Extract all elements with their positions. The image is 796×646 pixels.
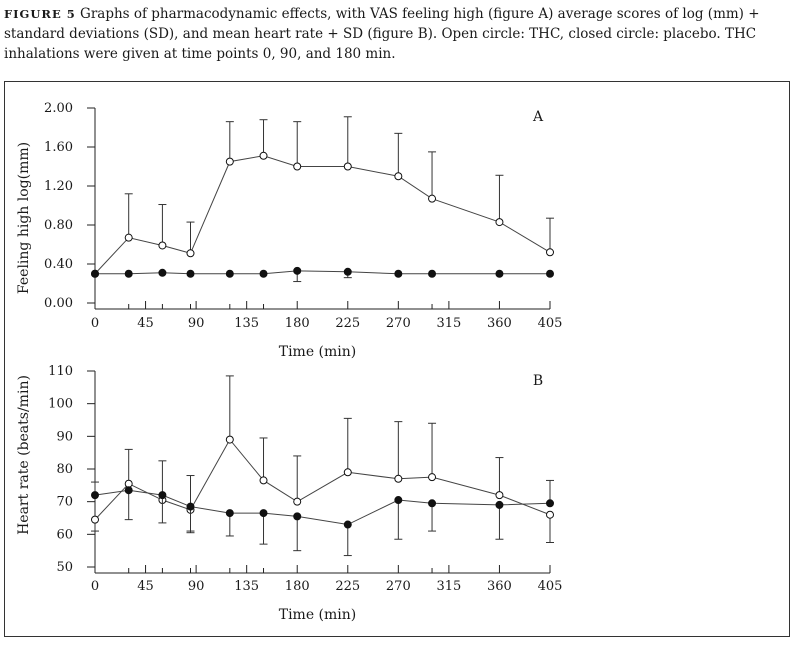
x-tick-label: 0 [91,579,99,594]
thc-point [259,476,268,485]
thc-point [343,162,352,171]
y-tick-label: 80 [56,462,73,477]
placebo-point [428,269,437,278]
placebo-point [91,269,99,278]
x-tick-label: 360 [487,579,512,594]
thc-point [124,233,133,242]
placebo-point [495,500,504,509]
y-axis-title: Heart rate (beats/min) [16,375,32,535]
y-tick-label: 2.00 [44,101,73,116]
series-line-placebo [94,489,551,526]
placebo-point [259,269,268,278]
thc-point [495,491,504,500]
thc-point [225,157,234,166]
thc-point [428,194,437,203]
x-axis-title: Time (min) [279,607,357,623]
placebo-point [158,491,167,500]
x-tick-label: 405 [538,316,563,331]
placebo-point [124,486,133,495]
panel-b: 50 60 70 80 90 100 110 0 45 90 135 180 225 270 315 360 4… [16,364,562,623]
x-tick-label: 180 [285,316,310,331]
placebo-point [495,269,504,278]
y-tick-label: 100 [48,397,73,412]
y-tick-label: 90 [56,429,73,444]
thc-point [343,468,352,477]
y-tick-label: 1.60 [44,140,73,155]
y-tick-label: 0.80 [44,218,73,233]
series-line-placebo [95,270,550,275]
thc-point [394,474,403,483]
x-tick-label: 135 [234,579,259,594]
figure-frame [4,81,790,637]
x-tick-label: 225 [335,316,360,331]
placebo-point [259,509,268,518]
placebo-point [124,269,133,278]
placebo-point [293,512,302,521]
series-placebo [91,479,554,557]
thc-point [546,510,554,519]
placebo-point [394,269,403,278]
x-tick-label: 45 [137,316,154,331]
placebo-point [546,269,554,278]
y-tick-label: 50 [56,560,73,575]
y-tick-label: 60 [56,527,73,542]
panel-label: A [532,109,544,125]
placebo-point [225,509,234,518]
x-tick-label: 0 [91,316,99,331]
panel-a: 0.00 0.40 0.80 1.20 1.60 2.00 0 45 90 135 180 225 27… [16,101,562,360]
thc-point [428,473,437,482]
y-axis-title: Feeling high log(mm) [16,142,32,294]
x-tick-label: 90 [188,316,205,331]
x-tick-label: 180 [285,579,310,594]
x-axis-title: Time (min) [279,344,357,360]
thc-point [394,172,403,181]
thc-point [91,515,99,524]
placebo-point [546,499,554,508]
series-line-thc [94,438,551,520]
placebo-point [343,520,352,529]
y-tick-label: 0.00 [44,296,73,311]
x-tick-label: 315 [436,579,461,594]
thc-point [158,241,167,250]
x-tick-label: 225 [335,579,360,594]
panel-label: B [533,373,543,389]
placebo-point [394,496,403,505]
y-tick-label: 1.20 [44,179,73,194]
series-line-thc [94,155,551,275]
caption-text: Graphs of pharmacodynamic effects, with … [4,6,760,62]
thc-point [259,151,268,160]
x-tick-label: 135 [234,316,259,331]
series-thc [91,116,554,278]
placebo-point [186,502,195,511]
placebo-point [428,499,437,508]
thc-point [293,497,302,506]
series-thc [91,375,554,543]
placebo-point [186,269,195,278]
figure-label: FIGURE 5 [4,7,76,21]
y-tick-label: 0.40 [44,257,73,272]
thc-point [495,218,504,227]
placebo-point [158,268,167,277]
y-tick-label: 70 [56,495,73,510]
thc-point [225,435,234,444]
series-placebo [91,266,554,283]
thc-point [186,249,195,258]
thc-point [124,479,133,488]
placebo-point [343,267,352,276]
thc-point [546,248,554,257]
placebo-point [293,266,302,275]
x-tick-label: 45 [137,579,154,594]
x-tick-label: 90 [188,579,205,594]
placebo-point [225,269,234,278]
x-tick-label: 360 [487,316,512,331]
thc-point [293,162,302,171]
x-tick-label: 270 [386,579,411,594]
figure-caption: FIGURE 5 Graphs of pharmacodynamic effec… [4,4,790,64]
x-tick-label: 315 [436,316,461,331]
x-tick-label: 270 [386,316,411,331]
placebo-point [91,491,99,500]
y-tick-label: 110 [48,364,73,379]
x-tick-label: 405 [538,579,563,594]
